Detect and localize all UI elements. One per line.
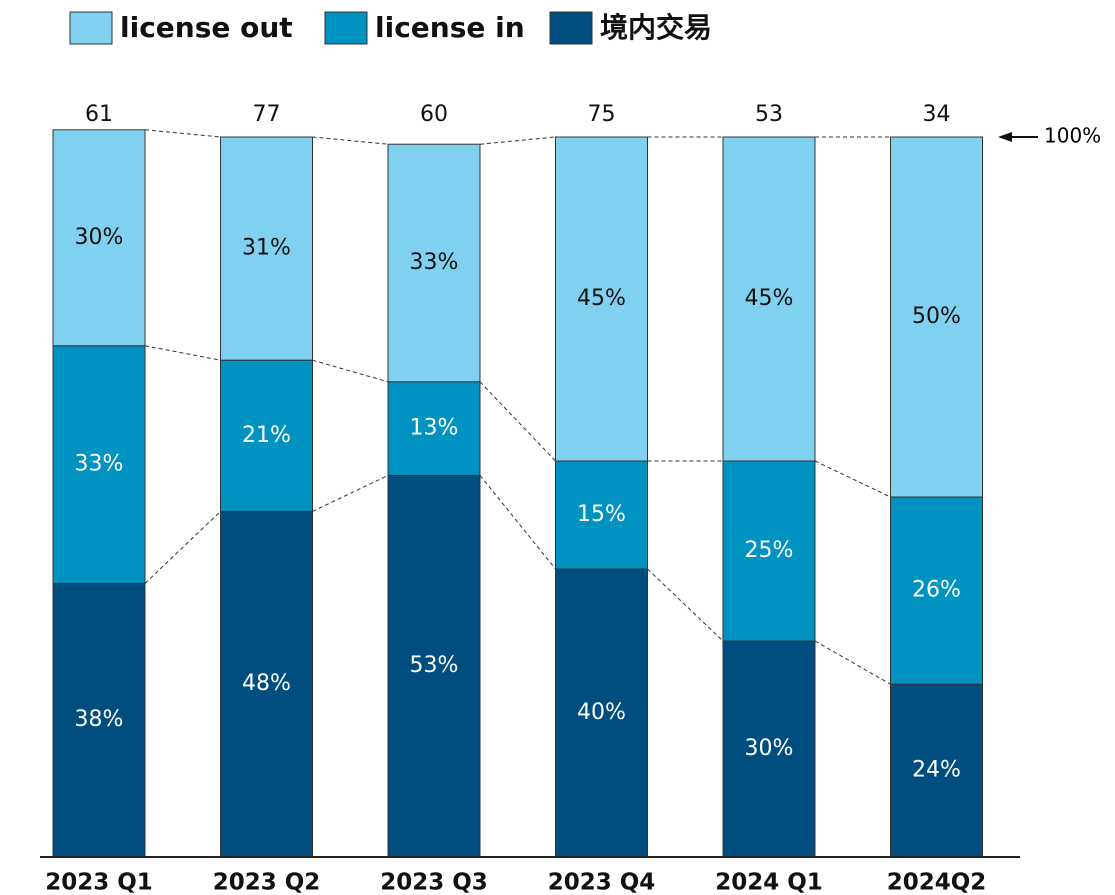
total-label: 61 bbox=[85, 102, 113, 127]
value-label: 26% bbox=[912, 578, 961, 603]
value-label: 30% bbox=[75, 225, 124, 250]
value-label: 38% bbox=[75, 707, 124, 732]
bar-segment bbox=[555, 460, 648, 570]
value-label: 30% bbox=[745, 736, 794, 761]
bar-segment bbox=[890, 136, 983, 498]
connector bbox=[479, 381, 556, 462]
legend-swatch bbox=[549, 11, 593, 45]
value-label: 40% bbox=[577, 700, 626, 725]
connector bbox=[144, 511, 221, 584]
value-label: 45% bbox=[745, 286, 794, 311]
value-label: 45% bbox=[577, 286, 626, 311]
connector bbox=[312, 474, 389, 512]
bar-segment bbox=[220, 510, 313, 858]
legend-label: 境内交易 bbox=[600, 11, 712, 44]
x-tick-label: 2024 Q1 bbox=[715, 870, 823, 895]
connector bbox=[312, 136, 389, 145]
legend-swatch bbox=[69, 11, 113, 45]
connector bbox=[479, 475, 556, 570]
value-label: 24% bbox=[912, 758, 961, 783]
x-tick-label: 2023 Q3 bbox=[380, 870, 488, 895]
bar-segment bbox=[722, 640, 816, 858]
total-label: 77 bbox=[253, 102, 281, 127]
total-label: 60 bbox=[420, 102, 448, 127]
total-label: 34 bbox=[923, 102, 951, 127]
legend-swatch bbox=[324, 11, 368, 45]
value-label: 53% bbox=[410, 653, 459, 678]
legend-label: license out bbox=[120, 11, 293, 44]
value-label: 48% bbox=[242, 671, 291, 696]
value-label: 31% bbox=[242, 236, 291, 261]
value-label: 25% bbox=[745, 538, 794, 563]
x-tick-label: 2023 Q4 bbox=[548, 870, 656, 895]
bar-segment bbox=[555, 568, 648, 858]
total-label: 53 bbox=[755, 102, 783, 127]
bar-segment bbox=[387, 381, 481, 476]
bar-segment bbox=[555, 136, 648, 462]
bar-segment bbox=[387, 474, 481, 858]
bar-segment bbox=[722, 136, 816, 462]
arrow-head bbox=[998, 132, 1012, 142]
total-label: 75 bbox=[588, 102, 616, 127]
connector bbox=[814, 460, 891, 498]
annotation: 100% bbox=[1044, 124, 1101, 148]
bar-segment bbox=[52, 129, 146, 347]
connector bbox=[814, 640, 891, 685]
value-label: 15% bbox=[577, 502, 626, 527]
connector bbox=[479, 136, 556, 145]
bar-segment bbox=[387, 143, 481, 383]
bar-segment bbox=[52, 582, 146, 858]
bar-segment bbox=[220, 136, 313, 361]
value-label: 50% bbox=[912, 304, 961, 329]
bar-segment bbox=[220, 359, 313, 512]
value-label: 33% bbox=[75, 452, 124, 477]
legend-label: license in bbox=[375, 11, 525, 44]
value-label: 21% bbox=[242, 423, 291, 448]
value-label: 13% bbox=[410, 416, 459, 441]
connector bbox=[312, 359, 389, 383]
x-tick-label: 2024Q2 bbox=[887, 870, 987, 895]
bar-segment bbox=[52, 345, 146, 584]
connector bbox=[144, 345, 221, 361]
x-tick-label: 2023 Q2 bbox=[213, 870, 321, 895]
connector bbox=[144, 129, 221, 138]
value-label: 33% bbox=[410, 250, 459, 275]
connector bbox=[647, 568, 724, 642]
bar-segment bbox=[890, 496, 983, 685]
bar-segment bbox=[890, 683, 983, 858]
x-tick-label: 2023 Q1 bbox=[45, 870, 153, 895]
